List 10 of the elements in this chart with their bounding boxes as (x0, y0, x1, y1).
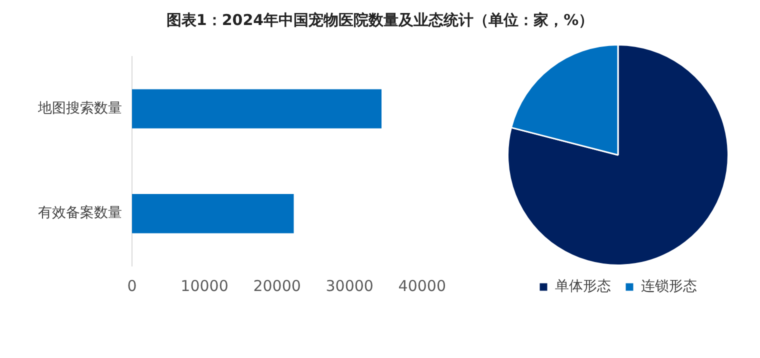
y-tick-label: 有效备案数量 (38, 204, 122, 222)
x-tick-label: 0 (127, 276, 137, 295)
x-tick-label: 10000 (180, 276, 228, 295)
legend-label: 单体形态 (555, 278, 611, 295)
x-tick-label: 30000 (326, 276, 374, 295)
chart-title: 图表1：2024年中国宠物医院数量及业态统计（单位：家，%） (165, 10, 595, 31)
x-tick-label: 40000 (398, 276, 446, 295)
y-tick-label: 地图搜索数量 (37, 100, 122, 116)
legend-label: 连锁形态 (641, 278, 697, 295)
x-tick-label: 20000 (253, 276, 301, 295)
